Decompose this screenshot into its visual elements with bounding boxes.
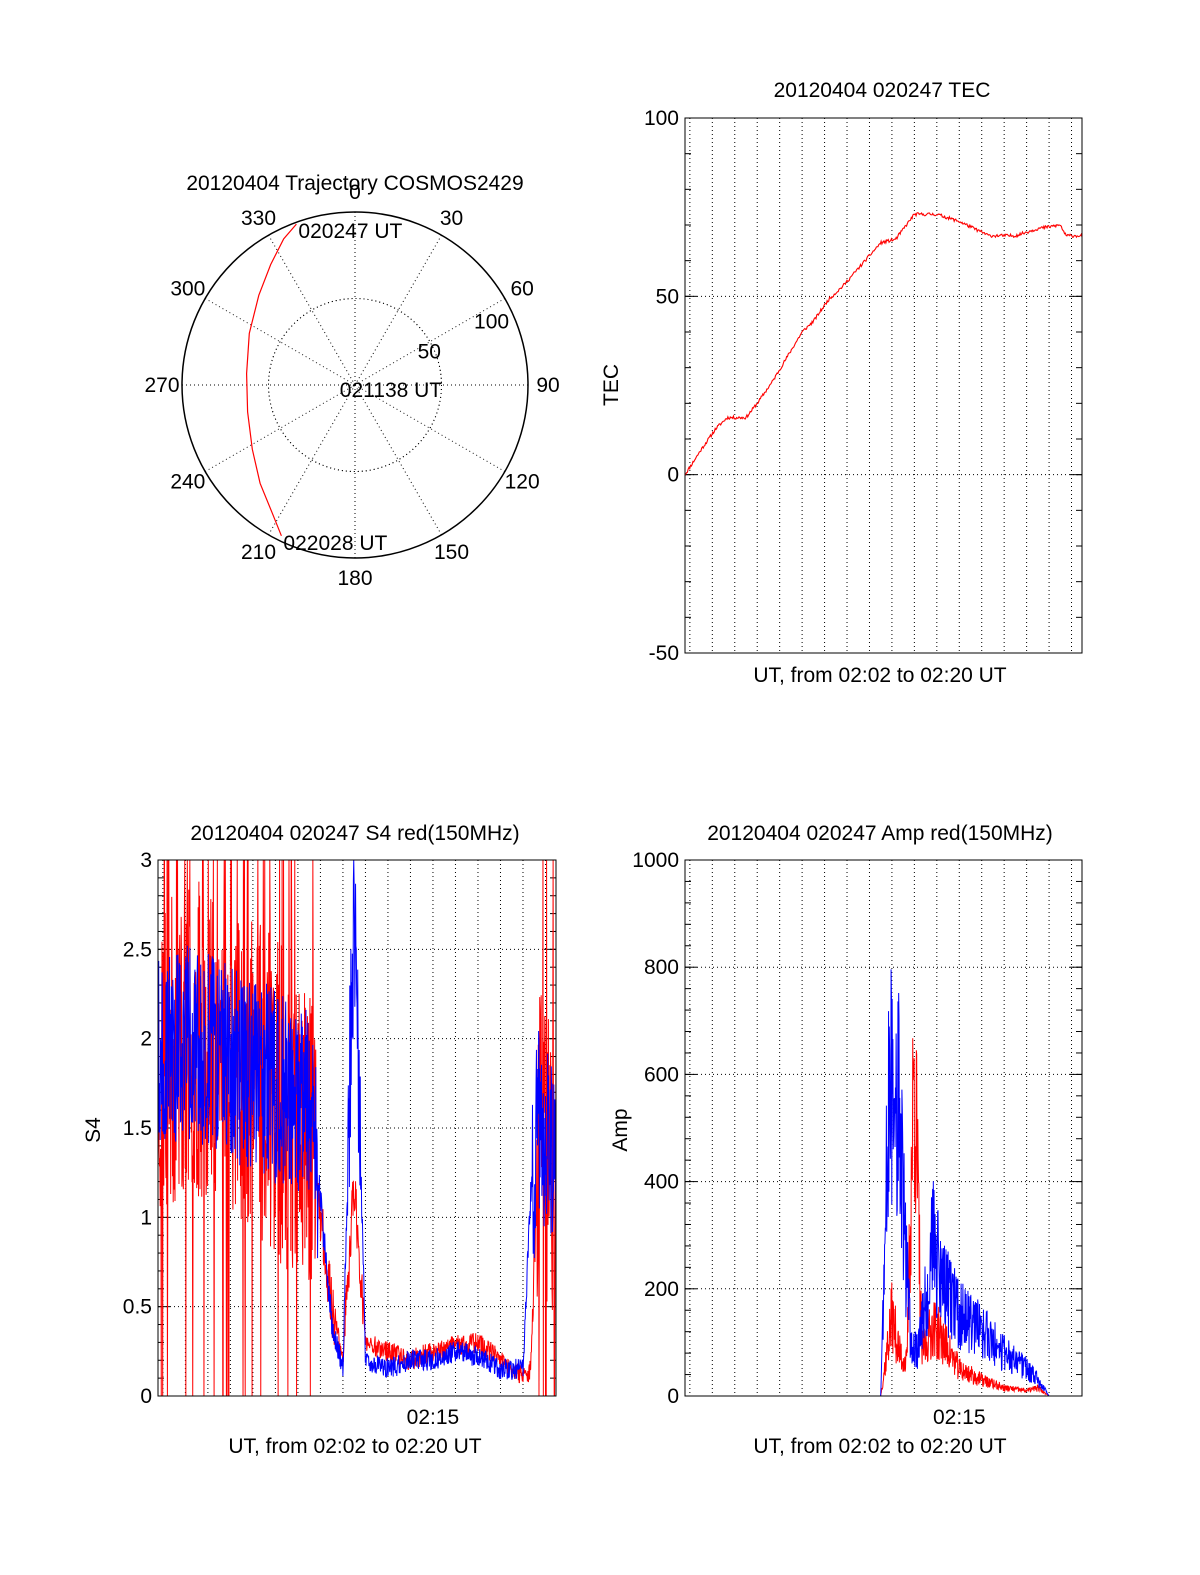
y-tick-label: -50 xyxy=(649,642,679,665)
trajectory-radial-label: 100 xyxy=(474,310,509,333)
s4-plot-area: 0 0.5 1 1.5 2 2.5 3 02:15 xyxy=(123,849,557,1429)
series-line-red xyxy=(685,212,1082,476)
series-group xyxy=(158,860,556,1396)
series-line-blue xyxy=(685,969,1082,1396)
trajectory-angle-label: 210 xyxy=(241,541,276,564)
trajectory-angle-label: 150 xyxy=(434,541,469,564)
series-group xyxy=(685,212,1082,476)
amp-plot-area: 0 200 400 600 800 1000 02:15 xyxy=(632,849,1083,1429)
trajectory-title: 20120404 Trajectory COSMOS2429 xyxy=(186,172,523,195)
y-tick-label: 0 xyxy=(667,464,679,487)
amp-title: 20120404 020247 Amp red(150MHz) xyxy=(707,822,1053,845)
trajectory-annotations: 020247 UT 021138 UT 022028 UT xyxy=(283,220,442,555)
y-tick-label: 400 xyxy=(644,1171,679,1194)
trajectory-angle-label: 300 xyxy=(170,278,205,301)
s4-panel: 20120404 020247 S4 red(150MHz) UT, from … xyxy=(82,822,557,1458)
trajectory-angle-label: 180 xyxy=(337,567,372,590)
trajectory-line xyxy=(245,223,297,537)
y-tick-label: 0.5 xyxy=(123,1296,152,1319)
x-tick-label: 02:15 xyxy=(407,1406,460,1429)
trajectory-grid xyxy=(181,211,529,559)
trajectory-spoke xyxy=(354,298,506,386)
amp-ylabel: Amp xyxy=(609,1108,632,1151)
trajectory-angle-label: 330 xyxy=(241,207,276,230)
tec-plot-area: -50 0 50 100 xyxy=(644,107,1083,665)
trajectory-angle-label: 240 xyxy=(170,471,205,494)
trajectory-spoke xyxy=(204,298,356,386)
trajectory-radial-labels: 50 100 xyxy=(418,310,509,363)
plot-frame xyxy=(684,859,1083,1397)
trajectory-radial-label: 50 xyxy=(418,341,441,364)
trajectory-panel: 20120404 Trajectory COSMOS2429 0 30 60 90 12… xyxy=(144,172,559,590)
trajectory-spoke xyxy=(204,384,356,472)
y-tick-label: 800 xyxy=(644,956,679,979)
y-tick-label: 100 xyxy=(644,107,679,130)
s4-title: 20120404 020247 S4 red(150MHz) xyxy=(190,822,519,845)
series-line-red xyxy=(685,1038,1082,1396)
y-tick-label: 2 xyxy=(140,1028,152,1051)
trajectory-time-annotation: 020247 UT xyxy=(298,220,402,243)
trajectory-angle-label: 270 xyxy=(144,374,179,397)
s4-ylabel: S4 xyxy=(82,1117,105,1143)
trajectory-spoke xyxy=(354,384,506,472)
y-tick-label: 1 xyxy=(140,1206,152,1229)
trajectory-angle-label: 0 xyxy=(349,181,361,204)
trajectory-time-annotation: 021138 UT xyxy=(340,379,443,402)
trajectory-grid-circle-inner xyxy=(268,298,442,472)
tec-title: 20120404 020247 TEC xyxy=(774,79,991,102)
trajectory-spoke xyxy=(354,384,442,536)
trajectory-angle-labels: 0 30 60 90 120 150 180 210 240 270 300 330 xyxy=(144,181,559,590)
series-line-red xyxy=(158,860,556,1396)
tec-panel: 20120404 020247 TEC UT, from 02:02 to 02… xyxy=(600,79,1083,687)
s4-xlabel: UT, from 02:02 to 02:20 UT xyxy=(228,1435,481,1458)
x-tick-label: 02:15 xyxy=(933,1406,986,1429)
y-tick-label: 2.5 xyxy=(123,938,152,961)
y-tick-label: 600 xyxy=(644,1063,679,1086)
y-tick-label: 200 xyxy=(644,1278,679,1301)
trajectory-spoke xyxy=(268,234,356,386)
trajectory-spoke xyxy=(268,384,356,536)
amp-xlabel: UT, from 02:02 to 02:20 UT xyxy=(753,1435,1006,1458)
trajectory-time-annotation: 022028 UT xyxy=(283,532,387,555)
y-tick-label: 1.5 xyxy=(123,1117,152,1140)
trajectory-angle-label: 120 xyxy=(505,471,540,494)
y-tick-label: 50 xyxy=(656,285,679,308)
trajectory-spoke xyxy=(354,234,442,386)
amp-panel: 20120404 020247 Amp red(150MHz) UT, from… xyxy=(609,822,1083,1458)
y-tick-label: 0 xyxy=(140,1385,152,1408)
series-group xyxy=(685,969,1082,1396)
tec-xlabel: UT, from 02:02 to 02:20 UT xyxy=(753,664,1006,687)
tec-ylabel: TEC xyxy=(600,364,623,406)
trajectory-angle-label: 30 xyxy=(440,207,463,230)
y-tick-label: 3 xyxy=(140,849,152,872)
trajectory-series xyxy=(245,223,297,537)
trajectory-angle-label: 90 xyxy=(536,374,559,397)
plot-frame xyxy=(157,859,557,1397)
y-tick-label: 1000 xyxy=(632,849,679,872)
plot-frame xyxy=(684,117,1083,654)
series-line-blue xyxy=(158,860,556,1380)
y-tick-label: 0 xyxy=(667,1385,679,1408)
trajectory-angle-label: 60 xyxy=(510,278,533,301)
